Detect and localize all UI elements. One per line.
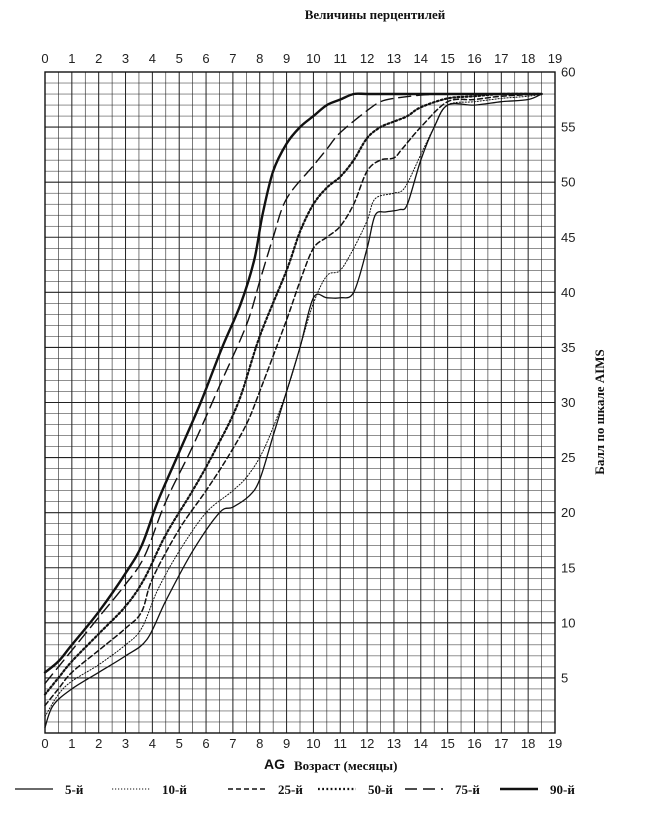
y-tick-label: 30 <box>561 395 575 410</box>
x-tick-label-bottom: 5 <box>176 736 183 751</box>
x-tick-label-bottom: 15 <box>440 736 454 751</box>
x-tick-label-top: 13 <box>387 51 401 66</box>
x-tick-label-top: 14 <box>414 51 428 66</box>
x-tick-label-bottom: 1 <box>68 736 75 751</box>
x-tick-label-bottom: 0 <box>41 736 48 751</box>
x-tick-label-bottom: 19 <box>548 736 562 751</box>
legend: 5-й 10-й 25-й 50-й 75-й 90-й <box>15 782 575 797</box>
y-tick-label: 55 <box>561 120 575 135</box>
x-tick-label-top: 17 <box>494 51 508 66</box>
x-tick-label-top: 11 <box>334 51 348 66</box>
y-tick-label: 15 <box>561 560 575 575</box>
series-line-2 <box>44 93 543 717</box>
y-tick-labels: 5 10 15 20 25 30 35 40 45 50 55 60 <box>561 65 575 686</box>
legend-label-2: 10-й <box>162 782 187 797</box>
x-tick-labels-bottom: 0 1 2 3 4 5 6 7 8 9 10 11 12 13 14 15 16 17 18 19 <box>41 736 562 751</box>
x-tick-label-bottom: 18 <box>521 736 535 751</box>
x-tick-label-top: 16 <box>467 51 481 66</box>
legend-label-4: 50-й <box>368 782 393 797</box>
legend-label-6: 90-й <box>550 782 575 797</box>
x-tick-label-top: 1 <box>68 51 75 66</box>
series-line-4 <box>43 92 543 696</box>
series-line-6 <box>43 92 543 674</box>
y-tick-label: 50 <box>561 175 575 190</box>
x-tick-label-bottom: 6 <box>202 736 209 751</box>
x-tick-label-top: 8 <box>256 51 263 66</box>
plot-frame <box>44 71 556 734</box>
x-tick-label-top: 10 <box>306 51 320 66</box>
x-tick-label-bottom: 2 <box>95 736 102 751</box>
x-tick-label-top: 7 <box>229 51 236 66</box>
y-tick-label: 5 <box>561 670 568 685</box>
x-tick-label-bottom: 11 <box>334 736 348 751</box>
series-line-3 <box>44 93 543 707</box>
legend-label-3: 25-й <box>278 782 303 797</box>
legend-label-5: 75-й <box>455 782 480 797</box>
x-tick-label-top: 4 <box>149 51 156 66</box>
x-tick-label-top: 18 <box>521 51 535 66</box>
x-tick-label-top: 2 <box>95 51 102 66</box>
x-tick-label-top: 0 <box>41 51 48 66</box>
x-tick-label-top: 5 <box>176 51 183 66</box>
x-tick-label-bottom: 9 <box>283 736 290 751</box>
x-tick-label-bottom: 17 <box>494 736 508 751</box>
x-tick-label-top: 15 <box>440 51 454 66</box>
x-tick-label-bottom: 3 <box>122 736 129 751</box>
y-tick-label: 45 <box>561 230 575 245</box>
x-tick-label-bottom: 10 <box>306 736 320 751</box>
x-tick-label-top: 6 <box>202 51 209 66</box>
x-tick-label-bottom: 7 <box>229 736 236 751</box>
chart-title: Величины перцентилей <box>305 7 446 22</box>
series-lines <box>43 92 543 729</box>
grid <box>44 71 556 734</box>
x-tick-labels-top: 0 1 2 3 4 5 6 7 8 9 10 11 12 13 14 15 16 17 18 19 <box>41 51 562 66</box>
x-tick-label-top: 12 <box>360 51 374 66</box>
x-tick-label-bottom: 8 <box>256 736 263 751</box>
x-axis-title: Возраст (месяцы) <box>294 758 397 773</box>
x-tick-label-bottom: 14 <box>414 736 428 751</box>
x-tick-label-bottom: 12 <box>360 736 374 751</box>
y-tick-label: 10 <box>561 615 575 630</box>
x-tick-label-top: 19 <box>548 51 562 66</box>
y-tick-label: 40 <box>561 285 575 300</box>
x-tick-label-bottom: 4 <box>149 736 156 751</box>
x-tick-label-bottom: 16 <box>467 736 481 751</box>
y-tick-label: 25 <box>561 450 575 465</box>
y-tick-label: 35 <box>561 340 575 355</box>
y-axis-title: Балл по шкале AIMS <box>592 349 607 474</box>
x-tick-label-bottom: 13 <box>387 736 401 751</box>
legend-label-1: 5-й <box>65 782 84 797</box>
y-tick-label: 20 <box>561 505 575 520</box>
y-tick-label: 60 <box>561 65 575 80</box>
x-axis-prefix: AG <box>264 756 285 772</box>
x-tick-label-top: 3 <box>122 51 129 66</box>
x-tick-label-top: 9 <box>283 51 290 66</box>
